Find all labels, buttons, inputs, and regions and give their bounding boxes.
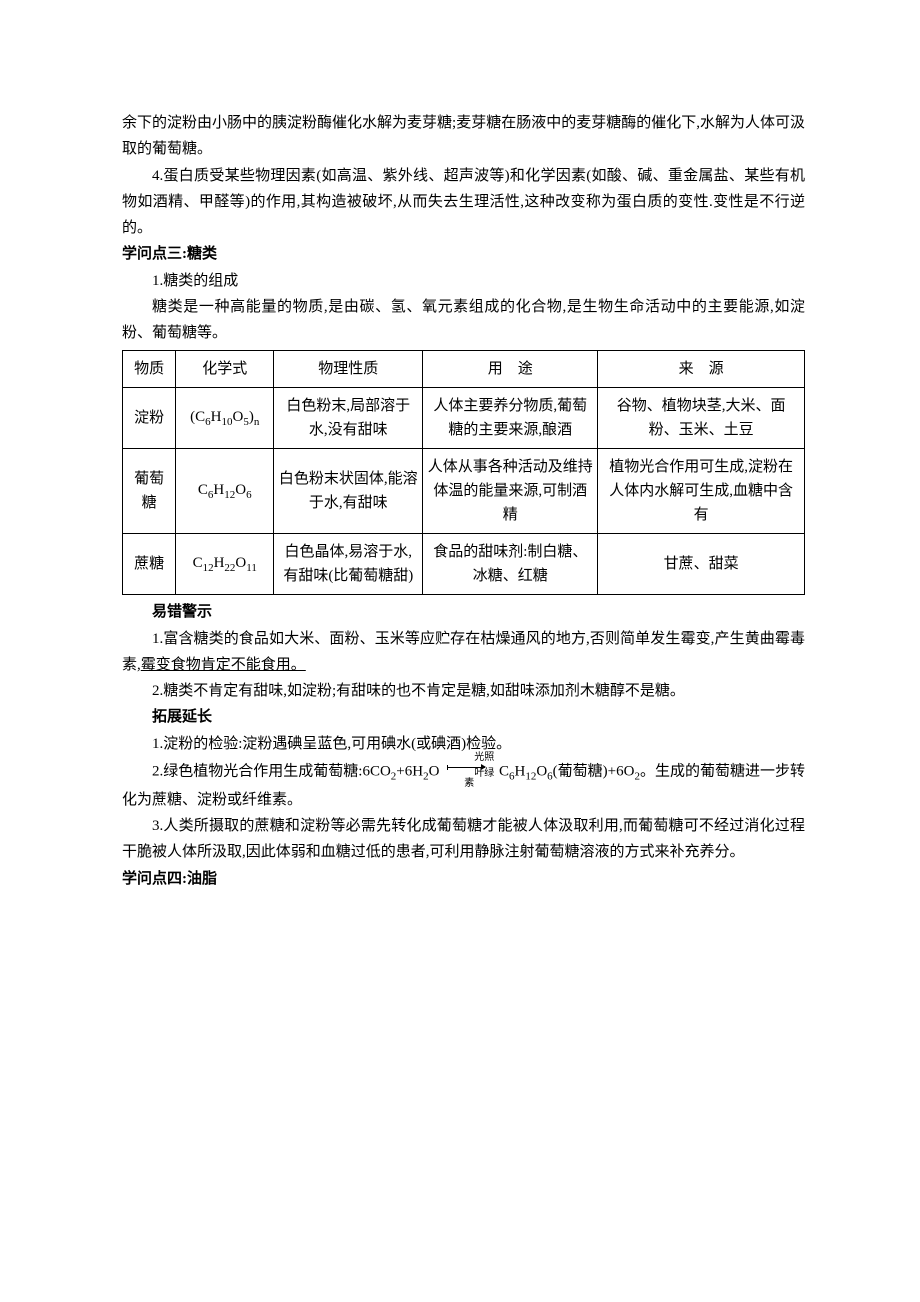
warn-1: 1.富含糖类的食品如大米、面粉、玉米等应贮存在枯燥通风的地方,否则简单发生霉变,… bbox=[122, 626, 805, 679]
cell-source: 植物光合作用可生成,淀粉在人体内水解可生成,血糖中含有 bbox=[598, 449, 805, 534]
cell-prop: 白色晶体,易溶于水,有甜味(比葡萄糖甜) bbox=[274, 534, 423, 595]
sub-12: 12 bbox=[525, 770, 536, 782]
extend-2-d: C bbox=[499, 763, 509, 779]
extend-2-g: (葡萄糖)+6O bbox=[553, 763, 635, 779]
paragraph-sugar-comp-title: 1.糖类的组成 bbox=[122, 268, 805, 294]
extend-2-a: 2.绿色植物光合作用生成葡萄糖:6CO bbox=[152, 763, 391, 779]
paragraph-sugar-comp: 糖类是一种高能量的物质,是由碳、氢、氧元素组成的化合物,是生物生命活动中的主要能… bbox=[122, 294, 805, 347]
arrow-bottom-label: 叶绿素 bbox=[443, 769, 495, 789]
cell-formula: C12H22O11 bbox=[176, 534, 274, 595]
cell-prop: 白色粉末,局部溶于水,没有甜味 bbox=[274, 388, 423, 449]
th-substance: 物质 bbox=[123, 351, 176, 388]
cell-use: 食品的甜味剂:制白糖、冰糖、红糖 bbox=[423, 534, 598, 595]
extend-title: 拓展延长 bbox=[122, 704, 805, 730]
paragraph-protein: 4.蛋白质受某些物理因素(如高温、紫外线、超声波等)和化学因素(如酸、碱、重金属… bbox=[122, 163, 805, 242]
extend-2-c: O bbox=[429, 763, 440, 779]
heading-fat: 学问点四:油脂 bbox=[122, 866, 805, 892]
warn-1-underline: 霉变食物肯定不能食用。 bbox=[141, 657, 306, 673]
cell-formula: (C6H10O5)n bbox=[176, 388, 274, 449]
cell-source: 甘蔗、甜菜 bbox=[598, 534, 805, 595]
sugar-table: 物质 化学式 物理性质 用 途 来 源 淀粉 (C6H10O5)n 白色粉末,局… bbox=[122, 350, 805, 595]
warn-2: 2.糖类不肯定有甜味,如淀粉;有甜味的也不肯定是糖,如甜味添加剂木糖醇不是糖。 bbox=[122, 678, 805, 704]
cell-formula: C6H12O6 bbox=[176, 449, 274, 534]
cell-use: 人体主要养分物质,葡萄糖的主要来源,酿酒 bbox=[423, 388, 598, 449]
table-row: 蔗糖 C12H22O11 白色晶体,易溶于水,有甜味(比葡萄糖甜) 食品的甜味剂… bbox=[123, 534, 805, 595]
extend-2-b: +6H bbox=[396, 763, 423, 779]
th-property: 物理性质 bbox=[274, 351, 423, 388]
extend-2: 2.绿色植物光合作用生成葡萄糖:6CO2+6H2O 光照 叶绿素 C6H12O6… bbox=[122, 757, 805, 813]
document-page: 余下的淀粉由小肠中的胰淀粉酶催化水解为麦芽糖;麦芽糖在肠液中的麦芽糖酶的催化下,… bbox=[0, 0, 920, 952]
paragraph-continuation: 余下的淀粉由小肠中的胰淀粉酶催化水解为麦芽糖;麦芽糖在肠液中的麦芽糖酶的催化下,… bbox=[122, 110, 805, 163]
cell-source: 谷物、植物块茎,大米、面粉、玉米、土豆 bbox=[598, 388, 805, 449]
table-row: 淀粉 (C6H10O5)n 白色粉末,局部溶于水,没有甜味 人体主要养分物质,葡… bbox=[123, 388, 805, 449]
table-header-row: 物质 化学式 物理性质 用 途 来 源 bbox=[123, 351, 805, 388]
extend-3: 3.人类所摄取的蔗糖和淀粉等必需先转化成葡萄糖才能被人体汲取利用,而葡萄糖可不经… bbox=[122, 813, 805, 866]
arrow-top-label: 光照 bbox=[443, 753, 495, 763]
cell-use: 人体从事各种活动及维持体温的能量来源,可制酒精 bbox=[423, 449, 598, 534]
reaction-arrow: 光照 叶绿素 bbox=[443, 757, 495, 787]
th-formula: 化学式 bbox=[176, 351, 274, 388]
warn-title: 易错警示 bbox=[122, 599, 805, 625]
cell-name: 蔗糖 bbox=[123, 534, 176, 595]
cell-name: 葡萄糖 bbox=[123, 449, 176, 534]
cell-name: 淀粉 bbox=[123, 388, 176, 449]
th-use: 用 途 bbox=[423, 351, 598, 388]
cell-prop: 白色粉末状固体,能溶于水,有甜味 bbox=[274, 449, 423, 534]
table-row: 葡萄糖 C6H12O6 白色粉末状固体,能溶于水,有甜味 人体从事各种活动及维持… bbox=[123, 449, 805, 534]
th-source: 来 源 bbox=[598, 351, 805, 388]
extend-2-e: H bbox=[514, 763, 525, 779]
extend-2-f: O bbox=[536, 763, 547, 779]
heading-sugar: 学问点三:糖类 bbox=[122, 241, 805, 267]
